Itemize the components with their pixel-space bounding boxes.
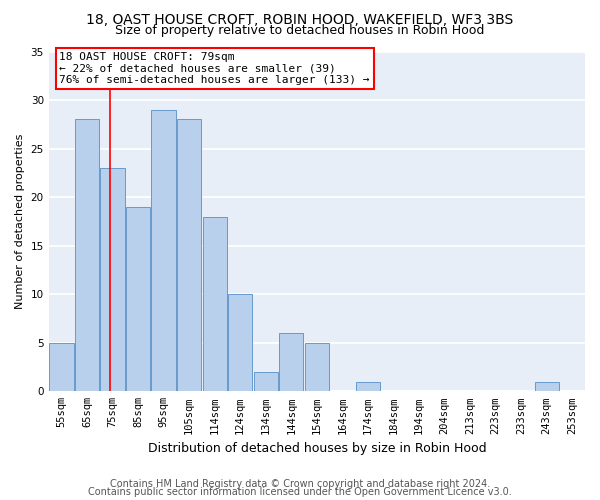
Bar (305, 343, 329, 392)
Bar (151, 110, 176, 392)
Bar (254, 372, 278, 392)
Bar (100, 168, 125, 392)
Y-axis label: Number of detached properties: Number of detached properties (15, 134, 25, 309)
Text: Contains public sector information licensed under the Open Government Licence v3: Contains public sector information licen… (88, 487, 512, 497)
Bar (75, 120, 99, 392)
Bar (49, 343, 74, 392)
Bar (126, 207, 150, 392)
Text: Contains HM Land Registry data © Crown copyright and database right 2024.: Contains HM Land Registry data © Crown c… (110, 479, 490, 489)
Bar (203, 216, 227, 392)
Bar (228, 294, 253, 392)
Text: 18 OAST HOUSE CROFT: 79sqm
← 22% of detached houses are smaller (39)
76% of semi: 18 OAST HOUSE CROFT: 79sqm ← 22% of deta… (59, 52, 370, 84)
Bar (177, 120, 201, 392)
X-axis label: Distribution of detached houses by size in Robin Hood: Distribution of detached houses by size … (148, 442, 486, 455)
Text: Size of property relative to detached houses in Robin Hood: Size of property relative to detached ho… (115, 24, 485, 37)
Bar (279, 333, 304, 392)
Bar (356, 382, 380, 392)
Text: 18, OAST HOUSE CROFT, ROBIN HOOD, WAKEFIELD, WF3 3BS: 18, OAST HOUSE CROFT, ROBIN HOOD, WAKEFI… (86, 12, 514, 26)
Bar (535, 382, 559, 392)
